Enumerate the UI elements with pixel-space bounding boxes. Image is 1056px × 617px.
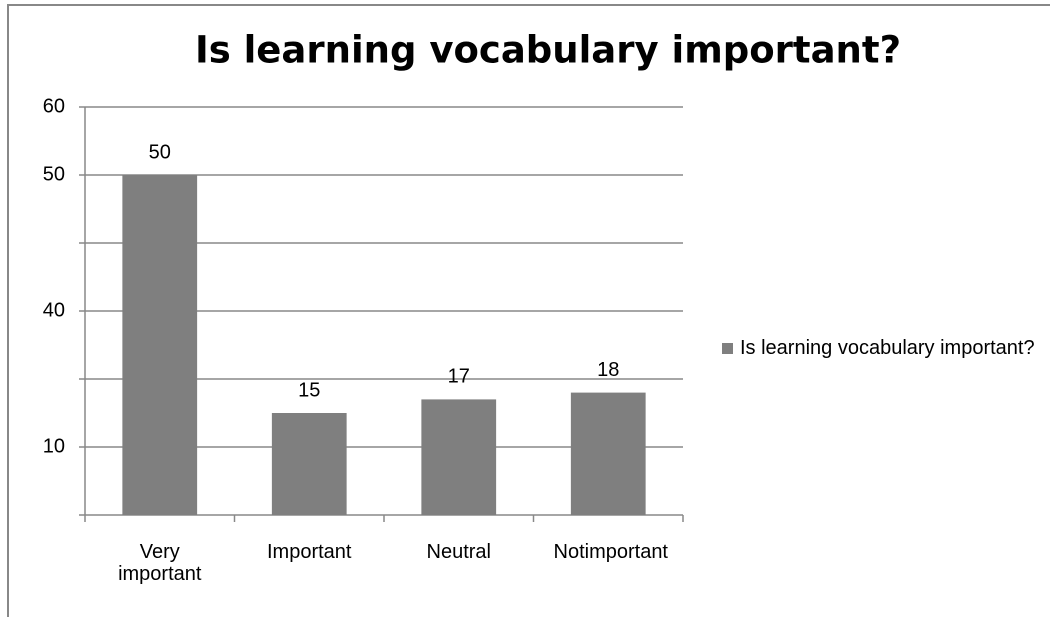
x-tick-label: Notimportant xyxy=(553,541,669,563)
x-tick-label: Important xyxy=(267,541,352,563)
legend-label: Is learning vocabulary important? xyxy=(740,337,1035,359)
y-tick-label: 10 xyxy=(43,435,65,457)
bar xyxy=(570,392,646,515)
data-label: 15 xyxy=(298,379,320,401)
data-label: 50 xyxy=(149,141,171,163)
frame xyxy=(7,4,1050,617)
bar xyxy=(271,413,347,515)
legend-swatch xyxy=(722,343,733,354)
y-tick-label: 40 xyxy=(43,299,65,321)
x-tick-label: Neutral xyxy=(426,541,491,563)
data-label: 18 xyxy=(597,359,619,381)
bar xyxy=(122,175,198,515)
y-tick-label: 60 xyxy=(43,95,65,117)
y-tick-label: 50 xyxy=(43,163,65,185)
data-label: 17 xyxy=(448,366,470,388)
chart-title: Is learning vocabulary important? xyxy=(195,29,901,72)
x-tick-label: Very important xyxy=(118,541,202,585)
bar xyxy=(421,399,497,515)
